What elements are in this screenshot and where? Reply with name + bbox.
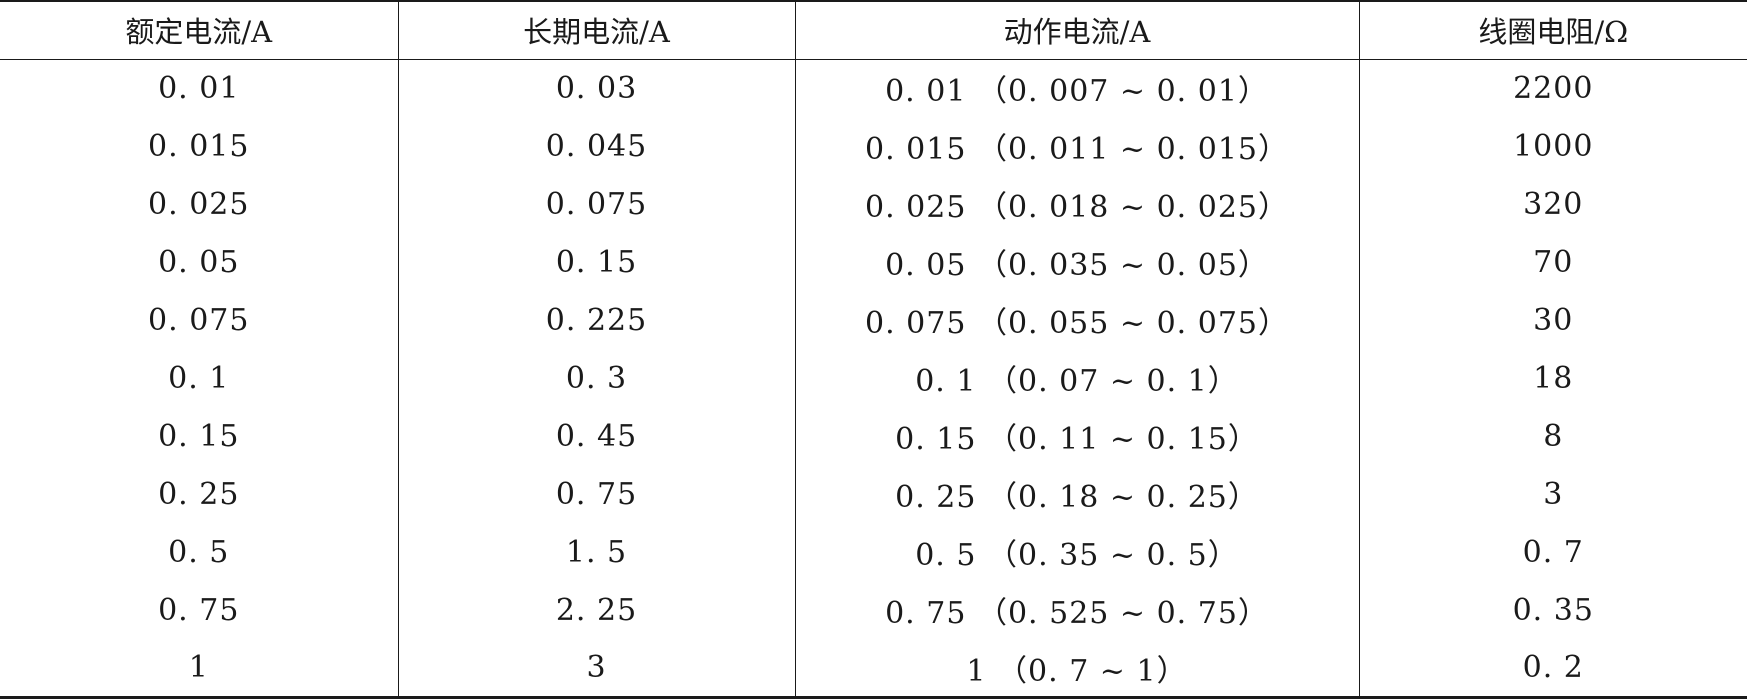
cell-coil-resistance: 0. 2: [1358, 639, 1747, 699]
cell-long-term-current: 0. 45: [397, 407, 795, 466]
cell-rated-current: 1: [0, 639, 398, 699]
cell-rated-current: 0. 025: [148, 186, 250, 222]
cell-coil-resistance: 8: [1358, 407, 1747, 466]
table-row: 0. 075 0. 225 0. 075 （0. 055 ~ 0. 075） 3…: [0, 291, 1747, 350]
header-row: 额定电流/A 长期电流/A 动作电流/A 线圈电阻/Ω: [0, 0, 1747, 60]
cell-long-term-current: 0. 3: [397, 349, 795, 408]
cell-operating-current: 1 （0. 7 ~ 1）: [794, 639, 1359, 699]
table-row: 0. 5 1. 5 0. 5 （0. 35 ~ 0. 5） 0. 7: [0, 523, 1747, 582]
table-row: 0. 15 0. 45 0. 15 （0. 11 ~ 0. 15） 8: [0, 407, 1747, 466]
cell-long-term-current: 0. 03: [397, 59, 795, 118]
table-row: 0. 1 0. 3 0. 1 （0. 07 ~ 0. 1） 18: [0, 349, 1747, 408]
cell-long-term-current: 0. 045: [397, 117, 795, 176]
table-row: 0. 05 0. 15 0. 05 （0. 035 ~ 0. 05） 70: [0, 233, 1747, 292]
table-row: 0. 015 0. 045 0. 015 （0. 011 ~ 0. 015） 1…: [0, 117, 1747, 176]
cell-operating-current: 0. 15 （0. 11 ~ 0. 15）: [794, 407, 1359, 466]
cell-long-term-current: 1. 5: [397, 523, 795, 582]
header-operating-current: 动作电流/A: [794, 0, 1359, 60]
cell-coil-resistance: 320: [1358, 175, 1747, 234]
header-long-term-current: 长期电流/A: [397, 0, 795, 60]
header-coil-resistance: 线圈电阻/Ω: [1358, 0, 1747, 60]
cell-coil-resistance: 1000: [1358, 117, 1747, 176]
cell-coil-resistance: 3: [1358, 465, 1747, 524]
cell-rated-current: 0. 25: [158, 476, 240, 512]
cell-rated-current: 0. 015: [148, 128, 250, 164]
cell-rated-current: 0. 05: [158, 244, 240, 280]
table-row: 0. 25 0. 75 0. 25 （0. 18 ~ 0. 25） 3: [0, 465, 1747, 524]
cell-operating-current: 0. 015 （0. 011 ~ 0. 015）: [794, 117, 1359, 176]
cell-long-term-current: 3: [397, 639, 795, 699]
cell-long-term-current: 0. 075: [397, 175, 795, 234]
cell-operating-current: 0. 25 （0. 18 ~ 0. 25）: [794, 465, 1359, 524]
cell-rated-current: 0. 1: [168, 360, 230, 396]
table-row: 0. 01 0. 03 0. 01 （0. 007 ~ 0. 01） 2200: [0, 59, 1747, 118]
cell-operating-current: 0. 01 （0. 007 ~ 0. 01）: [794, 59, 1359, 118]
cell-long-term-current: 2. 25: [397, 581, 795, 640]
cell-rated-current: 0. 5: [168, 534, 230, 570]
cell-operating-current: 0. 75 （0. 525 ~ 0. 75）: [794, 581, 1359, 640]
cell-operating-current: 0. 5 （0. 35 ~ 0. 5）: [794, 523, 1359, 582]
cell-operating-current: 0. 025 （0. 018 ~ 0. 025）: [794, 175, 1359, 234]
cell-long-term-current: 0. 75: [397, 465, 795, 524]
cell-operating-current: 0. 05 （0. 035 ~ 0. 05）: [794, 233, 1359, 292]
table-row: 1 3 1 （0. 7 ~ 1） 0. 2: [0, 639, 1747, 699]
cell-rated-current: 0. 75: [158, 592, 240, 628]
cell-coil-resistance: 0. 7: [1358, 523, 1747, 582]
cell-operating-current: 0. 075 （0. 055 ~ 0. 075）: [794, 291, 1359, 350]
cell-long-term-current: 0. 225: [397, 291, 795, 350]
table-row: 0. 75 2. 25 0. 75 （0. 525 ~ 0. 75） 0. 35: [0, 581, 1747, 640]
cell-coil-resistance: 0. 35: [1358, 581, 1747, 640]
cell-coil-resistance: 30: [1358, 291, 1747, 350]
cell-rated-current: 0. 01: [158, 70, 240, 106]
cell-rated-current: 0. 075: [148, 302, 250, 338]
cell-rated-current: 0. 15: [158, 418, 240, 454]
cell-operating-current: 0. 1 （0. 07 ~ 0. 1）: [794, 349, 1359, 408]
table-row: 0. 025 0. 075 0. 025 （0. 018 ~ 0. 025） 3…: [0, 175, 1747, 234]
cell-coil-resistance: 2200: [1358, 59, 1747, 118]
cell-coil-resistance: 18: [1358, 349, 1747, 408]
header-rated-current: 额定电流/A: [0, 0, 398, 60]
cell-long-term-current: 0. 15: [397, 233, 795, 292]
cell-coil-resistance: 70: [1358, 233, 1747, 292]
